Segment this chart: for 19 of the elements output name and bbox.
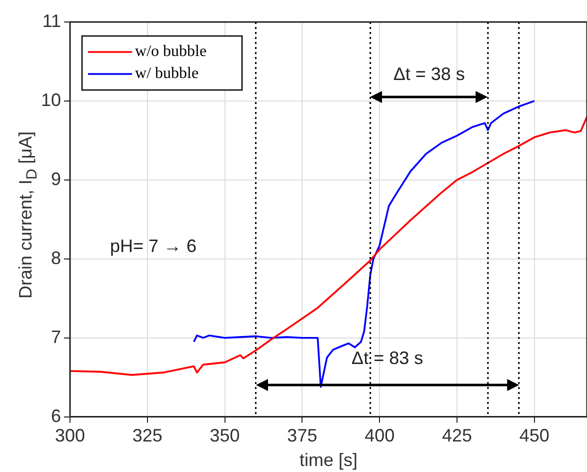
y-tick-label: 11 [42,10,62,31]
x-tick-label: 425 [442,426,472,446]
annotation: Δt = 38 s [393,64,465,84]
legend-label: w/ bubble [135,65,199,82]
y-tick-label: 10 [40,90,62,110]
x-tick-label: 400 [364,426,395,446]
annotation: pH= 7 → 6 [110,236,197,256]
y-tick-label: 7 [51,326,62,347]
x-tick-label: 450 [519,426,550,446]
x-tick-label: 350 [210,426,240,446]
y-tick-label: 9 [51,168,62,189]
annotation: Δt = 83 s [352,348,424,368]
x-tick-label: 375 [287,426,318,446]
x-tick-label: 325 [132,426,162,446]
x-axis-title: time [s] [300,450,358,470]
y-tick-label: 8 [51,248,62,268]
y-tick-label: 6 [51,406,62,426]
legend-label: w/o bubble [135,43,207,60]
x-tick-label: 300 [55,426,86,446]
